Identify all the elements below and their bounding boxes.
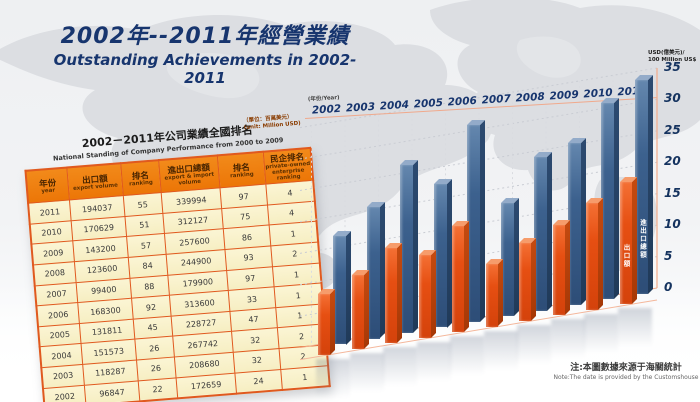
bar-reflection (316, 358, 350, 402)
total-bar-2008-side-face (547, 151, 552, 311)
total-bar-2003-side-face (379, 202, 385, 339)
total-bar-2002 (333, 235, 346, 345)
bar-reflection (617, 308, 652, 355)
year-label: 2007 (481, 92, 512, 107)
column-header: 排名 ranking (120, 160, 161, 196)
column-header: 進出口總額 export & import volume (158, 155, 221, 193)
page-title-en: Outstanding Achievements in 2002-2011 (53, 51, 357, 87)
source-note: 注:本圖數據來源于海關統計 Note:The date is provided … (552, 360, 700, 381)
y-axis-tick: 30 (664, 91, 681, 106)
y-axis-tick: 15 (664, 185, 681, 200)
total-bar-2011-side-face (647, 75, 653, 294)
bar-reflection (584, 313, 618, 360)
year-label: 2003 (345, 100, 376, 115)
table-body: 2011 194037 55 339994 97 4 2010 170629 51 312127 7… (28, 180, 330, 402)
total-bar-2007-side-face (513, 198, 519, 317)
bar-reflection (416, 341, 451, 388)
total-bar-2004 (400, 164, 413, 333)
year-label: 2005 (413, 96, 444, 111)
export-bar-2006 (452, 226, 464, 333)
bar-reflection (550, 319, 585, 366)
column-header: 出口額 export volume (67, 163, 124, 201)
export-bar-2006-side-face (464, 221, 469, 333)
export-bar-2009-side-face (564, 220, 570, 316)
ranking-table: 年份 year 出口額 export volume 排名 ranking 進出口… (24, 146, 331, 402)
source-note-zh: 注:本圖數據來源于海關統計 (570, 363, 682, 373)
source-note-en: Note:The date is provided by the Customs… (553, 374, 699, 381)
year-label: 2008 (515, 90, 546, 105)
export-bar-2004 (385, 248, 397, 344)
y-axis-tick: 35 (664, 59, 681, 74)
y-axis-unit-line1: USD(億美元)/ (648, 50, 685, 56)
total-bar-2005 (433, 183, 447, 328)
export-bar-2004-side-face (397, 243, 402, 344)
year-label: 2006 (447, 94, 478, 109)
series-label-export: 出口額 (622, 244, 630, 269)
total-bar-2006-side-face (480, 119, 485, 322)
total-bar-2010 (601, 103, 614, 300)
export-bar-2010-side-face (598, 197, 603, 310)
ranking-table-panel: 2002－2011年公司業績全國排名 National Standing of … (22, 114, 333, 402)
column-header: 排名 ranking (217, 151, 266, 189)
table-cell: 24 (234, 369, 283, 394)
export-bar-2007 (485, 264, 498, 327)
total-bar-2008 (534, 156, 547, 311)
bar-reflection (383, 347, 417, 394)
table-cell: 96847 (84, 380, 140, 402)
total-bar-2010-side-face (614, 98, 619, 300)
y-axis-tick: 25 (664, 122, 681, 137)
total-bar-2007 (500, 203, 514, 317)
year-label: 2004 (379, 98, 410, 113)
table-cell: 22 (137, 377, 178, 402)
table-cell: 172659 (175, 372, 237, 399)
export-bar-2011-side-face (631, 177, 637, 305)
export-bar-2002-side-face (330, 288, 335, 355)
total-bar-2003 (366, 207, 380, 339)
bar-reflection (450, 336, 484, 383)
table-cell: 2002 (42, 384, 87, 402)
y-axis-tick: 20 (664, 154, 681, 169)
y-axis-unit-line2: 100 Million US$ (648, 57, 697, 64)
bar-reflection (483, 330, 518, 377)
y-axis-tick: 10 (664, 217, 681, 232)
page-title-zh: 2002年--2011年經營業績 (60, 24, 350, 49)
total-bar-2005-side-face (446, 178, 452, 328)
total-bar-2011 (634, 80, 648, 294)
export-bar-2010 (586, 202, 598, 310)
export-bar-2002 (318, 293, 330, 355)
title-block: 2002年--2011年經營業績 Outstanding Achievement… (45, 18, 365, 87)
export-bar-2005-side-face (430, 249, 436, 338)
total-bar-2002-side-face (346, 230, 351, 345)
year-label: 2002 (311, 102, 342, 117)
year-label: 2009 (549, 88, 580, 103)
total-bar-2006 (467, 124, 480, 322)
export-bar-2005 (418, 254, 431, 338)
export-bar-2011 (619, 182, 632, 305)
bar-chart: 出口額 進出口總額 0 5 10 15 20 25 30 35 (年份/Year) 2002 2003 2… (300, 58, 700, 402)
export-bar-2008-side-face (531, 238, 536, 322)
total-bar-2009 (567, 143, 581, 305)
export-bar-2009 (552, 225, 565, 316)
column-header: 年份 year (25, 167, 70, 204)
total-bar-2004-side-face (413, 159, 418, 333)
export-bar-2007-side-face (497, 259, 503, 327)
export-bar-2003 (351, 274, 364, 349)
export-bar-2003-side-face (363, 269, 369, 349)
total-bar-2009-side-face (580, 138, 586, 305)
y-axis-tick: 5 (664, 248, 673, 263)
series-label-total: 進出口總額 (638, 219, 647, 260)
bar-reflection (517, 325, 551, 372)
y-axis-tick: 0 (664, 280, 673, 294)
export-bar-2008 (519, 243, 531, 322)
y-axis-unit-label: USD(億美元)/ 100 Million US$ (648, 50, 698, 64)
bar-reflection (349, 353, 384, 400)
